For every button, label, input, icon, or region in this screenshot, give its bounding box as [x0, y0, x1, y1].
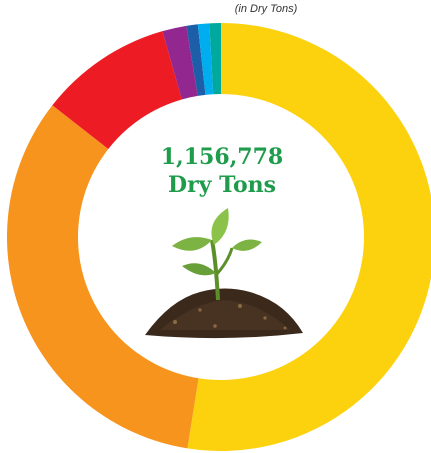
chart-subtitle: (in Dry Tons): [235, 3, 298, 15]
center-label: Dry Tons: [168, 172, 276, 198]
plant-icon: [145, 208, 303, 338]
slice: [187, 23, 431, 451]
center-value: 1,156,778: [161, 144, 283, 170]
chart: (in Dry Tons) 1,156,778 Dry Tons: [0, 0, 431, 453]
